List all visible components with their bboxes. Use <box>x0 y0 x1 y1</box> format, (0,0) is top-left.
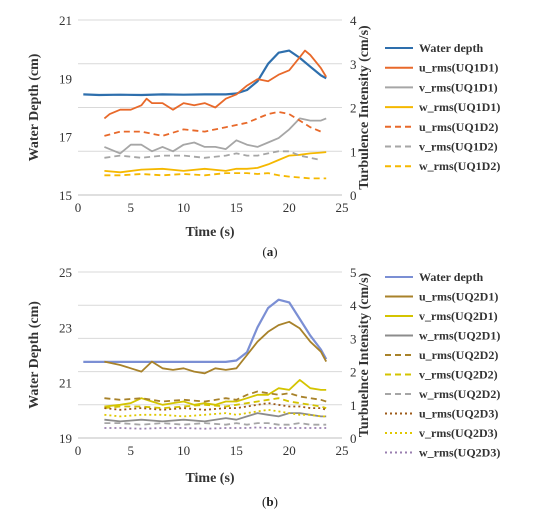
series-line-6 <box>104 172 327 180</box>
x-tick-label: 0 <box>75 200 82 215</box>
legend-entry-label: u_rms(UQ1D2) <box>419 120 498 134</box>
y-right-tick-label: 2 <box>350 101 357 116</box>
y-right-tick-label: 4 <box>350 13 357 28</box>
legend-entry-label: Water depth <box>419 270 483 284</box>
series-line-4 <box>104 111 322 137</box>
series-line-6 <box>104 422 327 426</box>
x-axis-title: Time (s) <box>185 225 234 240</box>
y-right-tick-label: 1 <box>350 144 357 159</box>
x-tick-label: 5 <box>128 200 135 215</box>
y-left-tick-label: 23 <box>59 320 72 335</box>
series-line-5 <box>104 150 322 161</box>
x-tick-label: 0 <box>75 443 82 458</box>
y-left-tick-label: 21 <box>59 13 72 28</box>
series-line-3 <box>104 412 327 423</box>
y-left-tick-label: 21 <box>59 376 72 391</box>
y-left-tick-label: 15 <box>59 188 72 203</box>
series-line-8 <box>104 408 327 418</box>
y-left-tick-label: 19 <box>59 71 72 86</box>
y-left-axis-title: Water Depth (cm) <box>27 301 42 409</box>
panel-caption: (a) <box>262 244 277 259</box>
y-right-tick-label: 3 <box>350 57 357 72</box>
legend-entry-label: v_rms(UQ2D3) <box>419 426 498 440</box>
x-tick-label: 10 <box>177 200 190 215</box>
series-line-0 <box>83 298 328 363</box>
x-tick-label: 15 <box>230 443 243 458</box>
legend-entry-label: v_rms(UQ2D1) <box>419 309 498 323</box>
series-line-5 <box>104 397 327 410</box>
legend-entry-label: w_rms(UQ2D3) <box>419 446 500 460</box>
legend-entry-label: w_rms(UQ2D2) <box>419 387 500 401</box>
y-left-tick-label: 17 <box>59 130 73 145</box>
legend-entry-label: v_rms(UQ1D1) <box>419 80 498 94</box>
y-right-tick-label: 0 <box>350 188 357 203</box>
y-right-axis-title: Turbuelnce Intensity (cm/s) <box>357 272 372 437</box>
x-tick-label: 25 <box>336 443 349 458</box>
series-line-1 <box>103 49 327 120</box>
legend-entry-label: u_rms(UQ2D3) <box>419 407 498 421</box>
legend-entry-label: Water depth <box>419 41 483 55</box>
legend-entry-label: w_rms(UQ2D1) <box>419 329 500 343</box>
y-left-axis-title: Water Depth (cm) <box>27 53 42 161</box>
y-right-tick-label: 4 <box>350 298 357 313</box>
x-axis-title: Time (s) <box>185 471 234 486</box>
y-right-tick-label: 1 <box>350 398 357 413</box>
x-tick-label: 20 <box>283 443 296 458</box>
y-left-tick-label: 19 <box>59 431 72 446</box>
legend-entry-label: w_rms(UQ1D2) <box>419 159 500 173</box>
legend-entry-label: v_rms(UQ1D2) <box>419 140 498 154</box>
y-left-tick-label: 25 <box>59 265 72 280</box>
y-right-axis-title: Turbulence Intensity (cm/s) <box>357 25 372 190</box>
y-right-tick-label: 0 <box>350 431 357 446</box>
y-right-tick-label: 2 <box>350 365 357 380</box>
series-line-1 <box>104 320 327 375</box>
legend-entry-label: u_rms(UQ2D1) <box>419 290 498 304</box>
x-tick-label: 5 <box>128 443 135 458</box>
series-line-0 <box>83 49 327 97</box>
y-right-tick-label: 3 <box>350 331 357 346</box>
x-tick-label: 25 <box>336 200 349 215</box>
x-tick-label: 10 <box>177 443 190 458</box>
x-tick-label: 20 <box>283 200 296 215</box>
series-line-4 <box>104 390 327 403</box>
series-line-7 <box>104 402 327 411</box>
legend-entry-label: u_rms(UQ1D1) <box>419 61 498 75</box>
panel-caption: (b) <box>262 494 278 509</box>
series-line-2 <box>104 117 327 155</box>
y-right-tick-label: 5 <box>350 265 357 280</box>
legend-entry-label: v_rms(UQ2D2) <box>419 368 498 382</box>
legend-entry-label: u_rms(UQ2D2) <box>419 348 498 362</box>
legend-entry-label: w_rms(UQ1D1) <box>419 100 500 114</box>
chart-panel-a: 0 5 10 15 20 25 15 17 19 21 0 1 2 3 4 Time (s) Water Dep… <box>27 13 500 259</box>
series-line-3 <box>104 151 327 174</box>
series-line-9 <box>104 426 327 430</box>
x-tick-label: 15 <box>230 200 243 215</box>
